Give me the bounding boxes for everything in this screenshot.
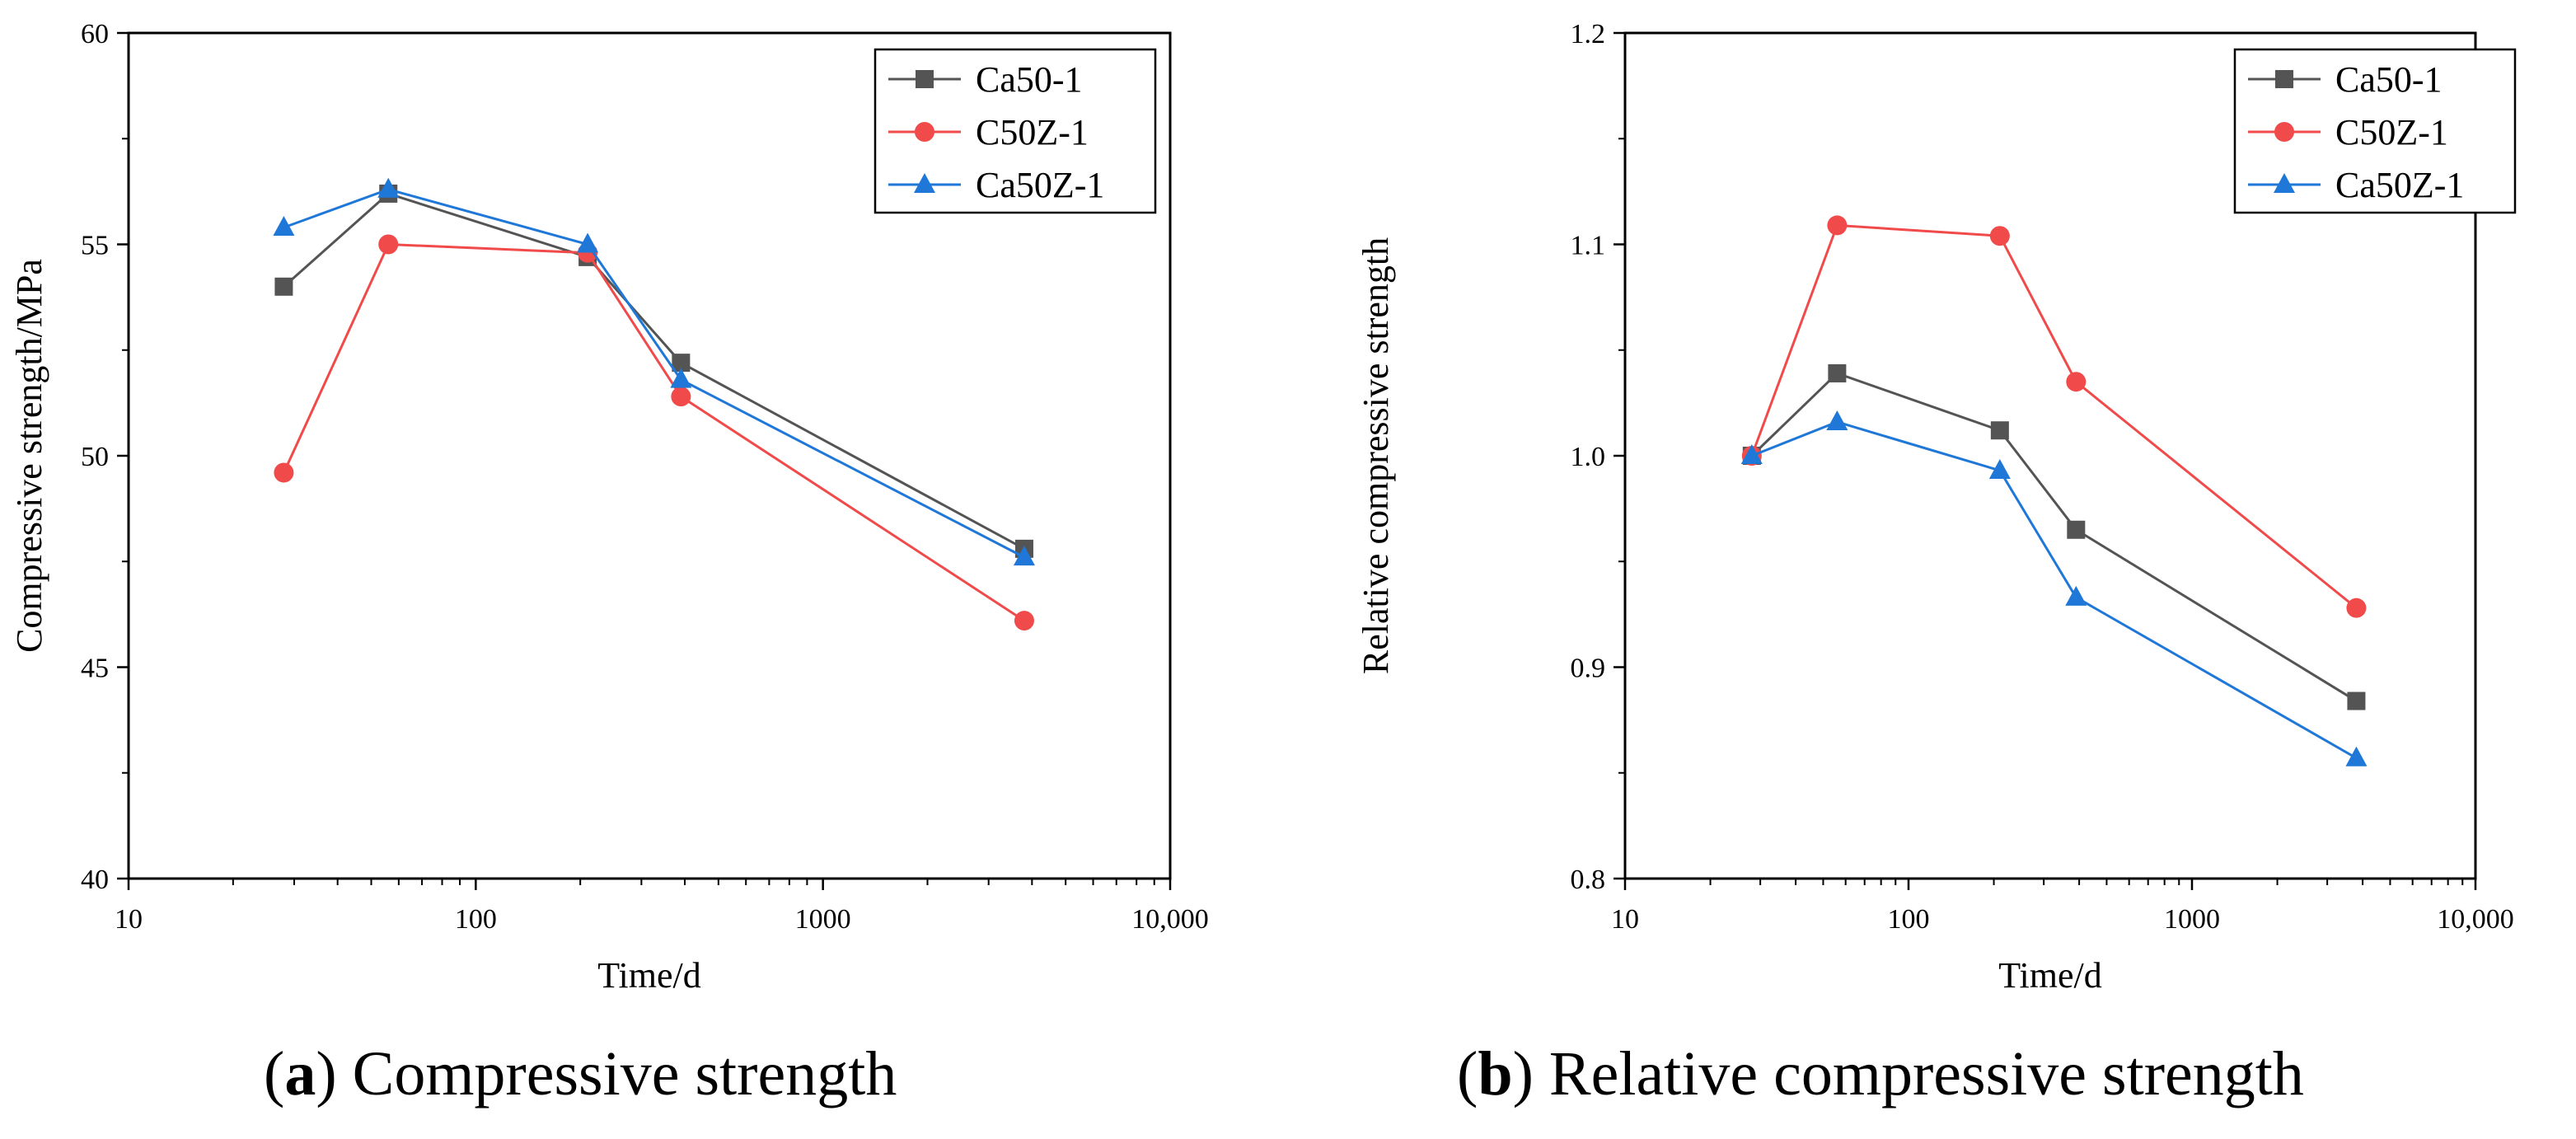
caption-text: Compressive strength <box>337 1039 897 1109</box>
data-point-ca50-1 <box>1828 363 1847 382</box>
data-point-ca50z-1 <box>273 215 295 236</box>
legend: Ca50-1 C50Z-1 Ca50Z-1 <box>873 48 1157 214</box>
y-tick-label: 0.9 <box>1571 654 1606 684</box>
caption-letter: b <box>1478 1039 1512 1109</box>
x-tick-label: 1000 <box>795 904 851 935</box>
data-point-c50z-1 <box>2346 598 2367 618</box>
legend-marker <box>2274 122 2294 142</box>
y-tick-label: 55 <box>81 231 109 261</box>
y-tick-label: 1.0 <box>1571 442 1606 472</box>
panel-caption: (a) Compressive strength <box>264 1039 897 1109</box>
caption-close-paren: ) <box>1513 1039 1534 1109</box>
legend-label: C50Z-1 <box>976 112 1089 152</box>
x-axis-title: Time/d <box>597 955 701 996</box>
y-tick-label: 40 <box>81 865 109 895</box>
x-tick-label: 10,000 <box>2437 904 2514 935</box>
data-point-c50z-1 <box>1014 611 1034 631</box>
y-tick-label: 50 <box>81 442 109 472</box>
data-point-ca50z-1 <box>1988 458 2011 479</box>
data-point-ca50z-1 <box>1826 410 1848 430</box>
legend-marker <box>914 173 935 193</box>
series-line-c50z-1 <box>1750 223 2358 609</box>
caption-letter: a <box>284 1039 316 1109</box>
data-point-c50z-1 <box>1827 215 1848 236</box>
data-point-ca50z-1 <box>1013 546 1035 566</box>
data-point-c50z-1 <box>1989 226 2010 246</box>
data-point-ca50-1 <box>672 354 691 373</box>
legend: Ca50-1 C50Z-1 Ca50Z-1 <box>2233 48 2517 214</box>
panel-caption: (b) Relative compressive strength <box>1457 1039 2304 1109</box>
data-point-ca50-1 <box>2067 520 2086 539</box>
data-point-ca50-1 <box>2347 691 2366 710</box>
x-tick-label: 10 <box>1611 904 1639 935</box>
y-axis-title: Compressive strength/MPa <box>9 259 49 653</box>
caption-open-paren: ( <box>1457 1039 1478 1109</box>
data-point-c50z-1 <box>378 234 399 255</box>
series-line-c50z-1 <box>283 242 1025 622</box>
caption-close-paren: ) <box>316 1039 336 1109</box>
legend-label: Ca50Z-1 <box>976 165 1104 205</box>
x-tick-label: 10,000 <box>1131 904 1209 935</box>
x-tick-label: 100 <box>1888 904 1930 935</box>
caption-text: Relative compressive strength <box>1534 1039 2304 1109</box>
y-tick-label: 1.2 <box>1571 19 1606 49</box>
data-point-ca50z-1 <box>670 368 692 388</box>
data-point-ca50z-1 <box>577 232 599 253</box>
caption-open-paren: ( <box>264 1039 284 1109</box>
x-tick-label: 100 <box>455 904 497 935</box>
legend-label: Ca50-1 <box>2335 59 2443 100</box>
data-point-ca50z-1 <box>377 177 400 198</box>
x-axis-title: Time/d <box>1998 955 2102 996</box>
data-point-ca50z-1 <box>2065 585 2087 606</box>
y-tick-label: 0.8 <box>1571 865 1606 895</box>
chart-panel-a: 10 100 1000 10,000 40 45 50 55 60 Time/d Compressi… <box>9 19 1209 1109</box>
data-point-ca50-1 <box>274 277 293 296</box>
data-point-ca50z-1 <box>1740 444 1763 464</box>
legend-label: Ca50-1 <box>976 59 1083 100</box>
x-tick-label: 1000 <box>2164 904 2220 935</box>
legend-marker <box>2274 173 2295 193</box>
y-tick-label: 45 <box>81 654 109 684</box>
data-point-c50z-1 <box>2066 372 2087 392</box>
legend-marker <box>916 70 934 88</box>
x-tick-label: 10 <box>115 904 143 935</box>
y-axis-title: Relative compressive strength <box>1356 237 1396 674</box>
data-point-ca50-1 <box>1990 421 2009 440</box>
data-point-ca50z-1 <box>2345 746 2368 766</box>
data-point-c50z-1 <box>274 462 294 483</box>
legend-marker <box>915 122 934 142</box>
legend-marker <box>2275 70 2293 88</box>
series-line-ca50z-1 <box>1751 420 2358 760</box>
data-point-c50z-1 <box>671 387 691 407</box>
y-tick-label: 60 <box>81 19 109 49</box>
legend-label: Ca50Z-1 <box>2335 165 2464 205</box>
y-tick-label: 1.1 <box>1571 231 1606 261</box>
chart-panel-b: 10 100 1000 10,000 0.8 0.9 1.0 1.1 1.2 Time/d Rela… <box>1356 19 2517 1109</box>
legend-label: C50Z-1 <box>2335 112 2448 152</box>
